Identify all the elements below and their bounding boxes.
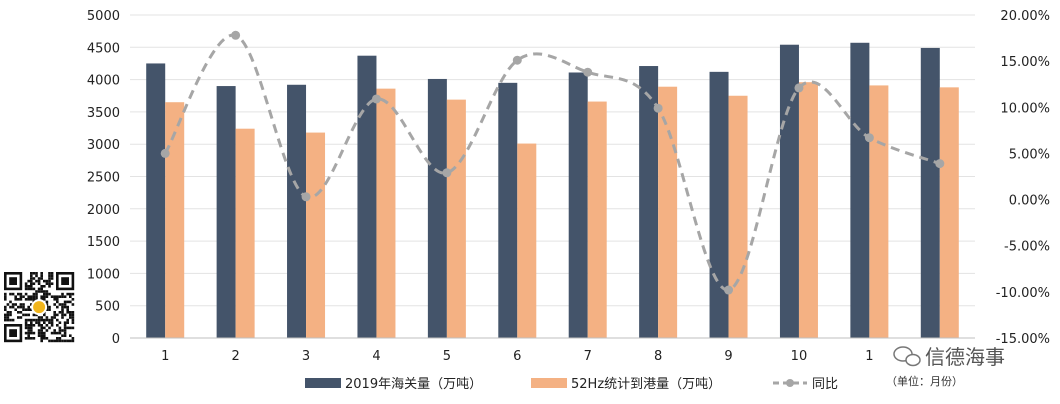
x-tick-label: 9 xyxy=(724,349,732,364)
yoy-point xyxy=(794,83,804,93)
y-left-tick-label: 2000 xyxy=(87,203,120,218)
y-right-tick-label: -15.00% xyxy=(996,332,1050,347)
y-right-tick-label: 20.00% xyxy=(1000,9,1050,24)
yoy-point xyxy=(231,30,241,40)
wechat-icon xyxy=(893,346,921,367)
legend-marker-yoy xyxy=(786,379,794,387)
y-right-tick-label: 0.00% xyxy=(1009,194,1050,209)
bar-customs xyxy=(357,55,377,338)
bar-52hz xyxy=(798,82,818,339)
bar-52hz xyxy=(728,95,748,338)
y-left-tick-label: 4500 xyxy=(87,41,120,56)
yoy-point xyxy=(442,168,452,178)
bar-customs xyxy=(779,44,799,338)
bar-52hz xyxy=(446,99,466,338)
yoy-line-path xyxy=(163,33,941,292)
bar-52hz xyxy=(658,86,678,339)
bar-customs xyxy=(146,63,166,338)
bar-customs xyxy=(427,78,447,338)
yoy-line xyxy=(160,30,945,295)
qr-code-image xyxy=(2,270,77,345)
unit-note: （单位：月份） xyxy=(886,374,963,388)
bar-52hz xyxy=(869,85,889,338)
y-left-tick-label: 3500 xyxy=(87,106,120,121)
bar-52hz xyxy=(376,88,396,338)
y-left-tick-label: 3000 xyxy=(87,138,120,153)
y-right-tick-label: -5.00% xyxy=(1004,240,1050,255)
y-axis-right: -15.00% -10.00% -5.00% 0.00% 5.00% 10.00% 15.0… xyxy=(996,9,1050,347)
y-left-tick-label: 0 xyxy=(112,332,120,347)
y-left-tick-label: 5000 xyxy=(87,9,120,24)
bar-52hz xyxy=(165,102,185,339)
yoy-point xyxy=(301,192,311,202)
y-left-tick-label: 500 xyxy=(95,300,120,315)
legend-label-yoy: 同比 xyxy=(812,377,838,392)
bar-customs xyxy=(216,86,236,338)
bar-customs xyxy=(498,82,518,338)
legend-swatch-52hz xyxy=(531,378,567,388)
y-right-tick-label: -10.00% xyxy=(996,286,1050,301)
yoy-point xyxy=(864,133,874,143)
legend: 2019年海关量（万吨） 52Hz统计到港量（万吨） 同比 xyxy=(305,377,838,392)
bar-customs xyxy=(639,66,659,338)
legend-label-customs: 2019年海关量（万吨） xyxy=(345,377,482,392)
yoy-point xyxy=(371,94,381,104)
x-tick-label: 7 xyxy=(584,349,592,364)
bar-customs xyxy=(568,72,588,338)
yoy-point xyxy=(583,67,593,77)
bar-52hz xyxy=(306,132,326,338)
yoy-point xyxy=(935,159,945,169)
x-tick-label: 8 xyxy=(654,349,662,364)
y-left-tick-label: 1500 xyxy=(87,235,120,250)
bar-52hz xyxy=(587,101,607,339)
y-right-tick-label: 10.00% xyxy=(1000,101,1050,116)
yoy-point xyxy=(512,55,522,65)
y-left-tick-label: 1000 xyxy=(87,267,120,282)
legend-label-52hz: 52Hz统计到港量（万吨） xyxy=(571,377,721,392)
y-axis-left: 0 500 1000 1500 2000 2500 3000 3500 4000 4500 5000 xyxy=(87,9,120,347)
x-tick-label: 6 xyxy=(513,349,521,364)
bar-52hz xyxy=(939,87,959,339)
watermark: 信德海事 xyxy=(893,345,1005,369)
legend-swatch-customs xyxy=(305,378,341,388)
y-left-tick-label: 2500 xyxy=(87,171,120,186)
y-right-tick-label: 15.00% xyxy=(1000,55,1050,70)
x-tick-label: 1 xyxy=(865,349,873,364)
bar-52hz xyxy=(517,143,537,338)
bar-customs xyxy=(920,47,940,339)
yoy-point xyxy=(160,148,170,158)
y-left-tick-label: 4000 xyxy=(87,74,120,89)
watermark-text: 信德海事 xyxy=(925,345,1005,369)
x-tick-label: 3 xyxy=(302,349,310,364)
gridlines xyxy=(130,14,975,339)
x-tick-label: 4 xyxy=(372,349,380,364)
bars xyxy=(146,42,959,339)
bar-customs xyxy=(287,84,307,338)
y-right-tick-label: 5.00% xyxy=(1009,147,1050,162)
x-tick-label: 2 xyxy=(231,349,239,364)
x-tick-label: 5 xyxy=(443,349,451,364)
x-axis: 1 2 3 4 5 6 7 8 9 10 1 xyxy=(130,337,975,364)
bar-customs xyxy=(850,42,870,338)
x-tick-label: 1 xyxy=(161,349,169,364)
yoy-point xyxy=(724,285,734,295)
bar-customs xyxy=(709,71,729,339)
x-tick-label: 10 xyxy=(791,349,808,364)
bar-52hz xyxy=(235,128,255,338)
yoy-point xyxy=(653,103,663,113)
